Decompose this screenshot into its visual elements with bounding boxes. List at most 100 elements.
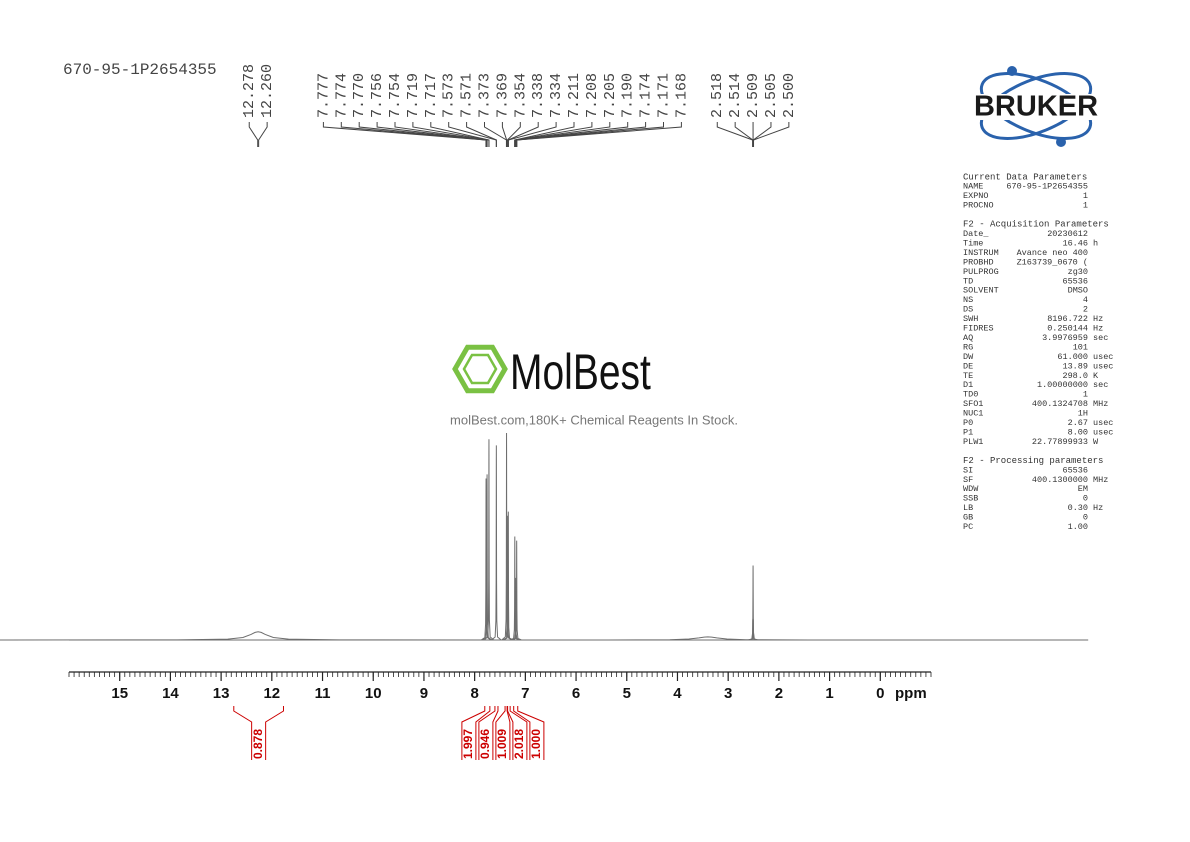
x-tick-label: 13 [213, 685, 230, 702]
param-name: Time [963, 238, 983, 248]
integral-bracket [506, 706, 511, 760]
param-section-title: F2 - Acquisition Parameters [963, 220, 1109, 230]
integral-bracket [495, 706, 506, 760]
peak-label-connector [430, 122, 490, 147]
param-section-title: Current Data Parameters [963, 172, 1087, 182]
param-value: 0.30 [1068, 503, 1088, 513]
logo-orbit [979, 72, 1093, 140]
peak-label-connector [514, 122, 611, 147]
integral-bracket [517, 706, 545, 760]
integral-bracket [461, 706, 486, 760]
param-unit: sec [1093, 333, 1108, 343]
peak-label-connector [507, 122, 557, 147]
param-value: 65536 [1062, 276, 1088, 286]
param-value: 0 [1083, 494, 1088, 504]
param-value: 1.00 [1068, 522, 1088, 532]
param-name: PROCNO [963, 201, 994, 211]
peak-label: 7.571 [459, 73, 476, 118]
param-value: 4 [1083, 295, 1088, 305]
peak-label: 7.168 [673, 73, 690, 118]
param-name: INSTRUM [963, 248, 999, 258]
param-value: zg30 [1068, 267, 1088, 277]
param-name: SI [963, 465, 973, 475]
param-value: 298.0 [1062, 371, 1088, 381]
watermark: MolBest molBest.com,180K+ Chemical Reage… [450, 343, 738, 427]
param-unit: h [1093, 238, 1098, 248]
logo-orbit [979, 72, 1093, 140]
param-name: P0 [963, 418, 973, 428]
integral-bracket [478, 706, 496, 760]
logo-band [958, 94, 1114, 120]
param-unit: usec [1093, 352, 1113, 362]
param-value: Z163739_0670 ( [1017, 257, 1088, 267]
param-name: PLW1 [963, 437, 983, 447]
integral-bracket [492, 706, 499, 760]
integral-label: 2.018 [512, 729, 526, 759]
peak [510, 536, 520, 641]
watermark-tagline: molBest.com,180K+ Chemical Reagents In S… [450, 412, 738, 427]
x-tick-label: 2 [775, 685, 783, 702]
peak [511, 540, 522, 641]
param-name: DW [963, 352, 974, 362]
peak-label: 2.505 [763, 73, 780, 118]
integral-label: 1.009 [495, 729, 509, 759]
integral-bracket [233, 706, 253, 760]
param-value: 20230612 [1047, 229, 1088, 239]
param-name: DE [963, 361, 973, 371]
param-name: NUC1 [963, 409, 983, 419]
param-unit: MHz [1093, 399, 1108, 409]
param-value: 3.9976959 [1042, 333, 1088, 343]
peak [482, 474, 492, 641]
param-name: SF [963, 475, 973, 485]
peak-label: 7.354 [512, 73, 529, 118]
param-unit: usec [1093, 427, 1113, 437]
x-tick-label: 9 [420, 685, 428, 702]
peak [0, 631, 563, 641]
param-value: 22.77899933 [1032, 437, 1088, 447]
param-value: 8196.722 [1047, 314, 1088, 324]
peak-label: 7.770 [351, 73, 368, 118]
x-tick-label: 7 [521, 685, 529, 702]
param-value: 1H [1078, 409, 1088, 419]
param-value: 0.250144 [1047, 324, 1088, 334]
param-name: PROBHD [963, 257, 994, 267]
peak-label-connector [506, 122, 521, 147]
param-value: 65536 [1062, 465, 1088, 475]
param-name: AQ [963, 333, 973, 343]
param-value: 1 [1083, 201, 1088, 211]
param-value: 1 [1083, 390, 1088, 400]
logo-dot [1056, 137, 1066, 147]
param-name: PC [963, 522, 973, 532]
param-value: EM [1078, 484, 1088, 494]
param-value: Avance neo 400 [1017, 248, 1088, 258]
peak-label: 7.369 [494, 73, 511, 118]
peak-label: 7.171 [655, 73, 672, 118]
param-unit: Hz [1093, 324, 1103, 334]
peak-label: 7.174 [638, 73, 655, 118]
param-unit: K [1093, 371, 1099, 381]
peak-label: 7.334 [548, 73, 565, 118]
peak-label: 7.190 [620, 73, 637, 118]
param-name: NS [963, 295, 973, 305]
param-name: SOLVENT [963, 286, 999, 296]
x-tick-label: 0 [876, 685, 884, 702]
param-name: D1 [963, 380, 973, 390]
param-unit: MHz [1093, 475, 1108, 485]
logo-dot [1007, 66, 1017, 76]
param-unit: sec [1093, 380, 1108, 390]
integral-bracket [475, 706, 491, 760]
x-tick-label: 8 [470, 685, 478, 702]
peak-label: 2.514 [727, 73, 744, 118]
param-value: 16.46 [1062, 238, 1088, 248]
watermark-hexagon [452, 344, 508, 394]
param-name: Date_ [963, 229, 989, 239]
param-value: 400.1324708 [1032, 399, 1088, 409]
x-tick-label: 3 [724, 685, 732, 702]
peak-label: 2.518 [709, 73, 726, 118]
integral-label: 1.997 [461, 729, 475, 759]
peak-label: 2.500 [781, 73, 798, 118]
peak [503, 511, 514, 641]
x-tick-label: 11 [315, 685, 331, 702]
param-section-title: F2 - Processing parameters [963, 456, 1103, 466]
